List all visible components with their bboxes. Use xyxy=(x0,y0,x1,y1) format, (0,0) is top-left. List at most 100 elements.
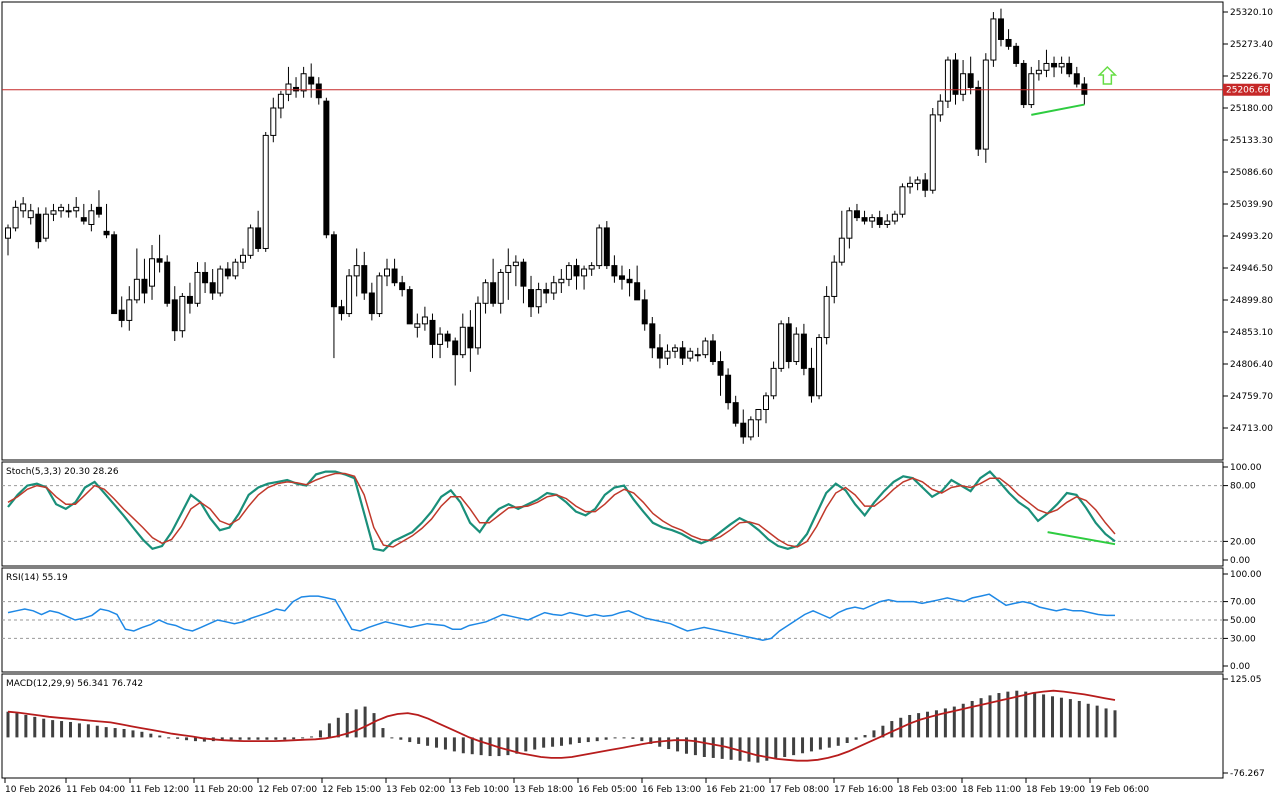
candle-body xyxy=(1043,62,1050,71)
rsi-series-rsi xyxy=(7,593,1115,641)
rsi-tick-label: 0.00 xyxy=(1230,662,1250,672)
candle-body xyxy=(907,182,914,188)
macd-histogram-bar xyxy=(515,737,519,754)
candle-body xyxy=(512,261,519,267)
macd-histogram-bar xyxy=(774,737,778,759)
macd-histogram-bar xyxy=(256,737,260,740)
macd-histogram-bar xyxy=(524,737,528,752)
rsi-panel[interactable] xyxy=(1,567,1224,673)
candle-body xyxy=(816,337,823,397)
candle-body xyxy=(679,347,686,359)
candle-body xyxy=(103,230,110,236)
candle-body xyxy=(838,237,845,263)
candle-body xyxy=(520,261,527,287)
candle-body xyxy=(353,265,360,277)
candle-body xyxy=(634,282,641,301)
macd-histogram-bar xyxy=(1104,708,1108,738)
macd-histogram-bar xyxy=(167,737,171,739)
price-divergence-line xyxy=(1031,103,1085,116)
candle-body xyxy=(1028,73,1035,106)
macd-histogram-bar xyxy=(1086,703,1090,738)
candle-body xyxy=(709,340,716,363)
macd-histogram-bar xyxy=(77,723,81,738)
macd-histogram-bar xyxy=(336,717,340,738)
macd-histogram-bar xyxy=(1015,690,1019,738)
macd-histogram-bar xyxy=(488,737,492,757)
x-tick-label: 18 Feb 03:00 xyxy=(898,785,957,795)
macd-histogram-bar xyxy=(577,737,581,743)
macd-histogram-bar xyxy=(318,730,322,738)
stoch-panel[interactable] xyxy=(1,461,1224,567)
candle-body xyxy=(990,18,997,61)
stoch-divergence-line xyxy=(1047,531,1116,546)
candle-body xyxy=(73,206,80,212)
macd-histogram-bar xyxy=(765,737,769,761)
macd-histogram-bar xyxy=(408,737,412,743)
candle-body xyxy=(611,265,618,277)
price-panel[interactable] xyxy=(1,1,1224,461)
candle-body xyxy=(95,206,102,215)
macd-histogram-bar xyxy=(542,737,546,748)
candle-body xyxy=(823,295,830,339)
rsi-tick-label: 70.00 xyxy=(1230,598,1256,608)
stoch-title: Stoch(5,3,3) 20.30 28.26 xyxy=(6,467,119,477)
x-tick-label: 10 Feb 2026 xyxy=(5,785,61,795)
candle-body xyxy=(1081,83,1088,95)
candle-body xyxy=(368,292,375,315)
candle-body xyxy=(384,268,390,277)
macd-histogram-bar xyxy=(926,711,930,738)
candle-body xyxy=(164,261,171,304)
macd-histogram-bar xyxy=(6,711,10,738)
candle-body xyxy=(763,395,769,410)
macd-histogram-bar xyxy=(908,714,912,738)
candle-body xyxy=(171,299,178,332)
macd-histogram-bar xyxy=(952,706,956,738)
candle-body xyxy=(543,289,550,294)
price-tick-label: 25133.30 xyxy=(1230,136,1273,146)
macd-histogram-bar xyxy=(15,713,19,738)
macd-panel[interactable] xyxy=(1,673,1224,779)
macd-histogram-bar xyxy=(1095,705,1099,738)
macd-histogram-bar xyxy=(818,737,822,750)
candle-body xyxy=(497,271,504,304)
price-tick-label: 25180.00 xyxy=(1230,104,1273,114)
macd-histogram-bar xyxy=(158,735,162,738)
stoch-tick-label: 0.00 xyxy=(1230,556,1250,566)
macd-histogram-bar xyxy=(961,703,965,738)
candle-body xyxy=(505,265,512,273)
candle-body xyxy=(603,227,610,267)
candle-body xyxy=(133,278,140,301)
candle-body xyxy=(247,227,254,256)
candle-body xyxy=(262,134,269,249)
candle-body xyxy=(452,340,459,356)
candle-body xyxy=(899,186,906,215)
macd-histogram-bar xyxy=(684,737,688,754)
candle-body xyxy=(414,323,421,328)
macd-histogram-bar xyxy=(479,737,483,756)
candle-body xyxy=(641,299,648,325)
candle-body xyxy=(179,295,186,332)
candle-body xyxy=(209,282,216,294)
candle-body xyxy=(300,73,307,92)
macd-histogram-bar xyxy=(265,737,269,740)
candle-body xyxy=(35,213,42,243)
candle-body xyxy=(997,18,1004,40)
candle-body xyxy=(565,265,572,280)
macd-histogram-bar xyxy=(720,737,724,759)
candle-body xyxy=(725,374,732,404)
rsi-tick-label: 100.00 xyxy=(1230,570,1262,580)
candle-body xyxy=(694,354,701,357)
candle-body xyxy=(656,347,663,359)
macd-histogram-bar xyxy=(274,737,278,740)
candle-body xyxy=(141,278,148,294)
candle-body xyxy=(581,268,588,277)
macd-histogram-bar xyxy=(461,737,465,754)
candle-body xyxy=(967,73,974,88)
candle-body xyxy=(687,350,694,359)
candle-body xyxy=(770,367,777,397)
macd-histogram-bar xyxy=(604,737,608,740)
candle-body xyxy=(293,86,300,92)
candle-body xyxy=(217,268,224,294)
macd-histogram-bar xyxy=(836,737,840,746)
